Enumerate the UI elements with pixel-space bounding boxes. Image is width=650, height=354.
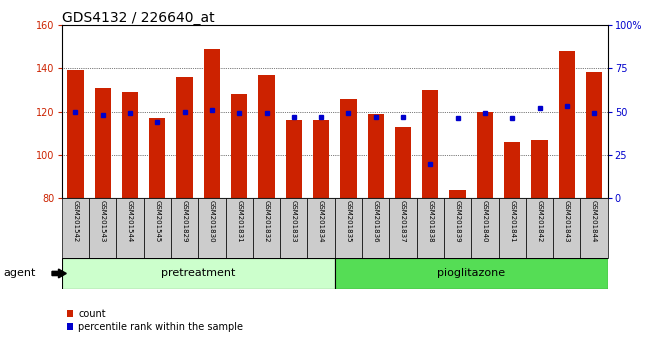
Bar bbox=[116, 198, 144, 258]
Bar bbox=[122, 92, 138, 198]
Bar bbox=[422, 90, 439, 198]
Bar bbox=[504, 142, 521, 198]
Legend: count, percentile rank within the sample: count, percentile rank within the sample bbox=[66, 309, 243, 332]
Bar bbox=[176, 77, 193, 198]
Text: agent: agent bbox=[3, 268, 36, 279]
Bar bbox=[417, 198, 444, 258]
Text: GSM201829: GSM201829 bbox=[181, 200, 188, 242]
Bar bbox=[586, 73, 603, 198]
Bar bbox=[499, 198, 526, 258]
Bar bbox=[531, 140, 548, 198]
Bar bbox=[253, 198, 280, 258]
Text: GSM201841: GSM201841 bbox=[509, 200, 515, 242]
Text: GSM201830: GSM201830 bbox=[209, 200, 215, 243]
Bar bbox=[553, 198, 580, 258]
Bar bbox=[444, 198, 471, 258]
Text: GSM201836: GSM201836 bbox=[372, 200, 379, 243]
Bar bbox=[226, 198, 253, 258]
Bar bbox=[362, 198, 389, 258]
Text: GSM201544: GSM201544 bbox=[127, 200, 133, 242]
Text: pretreatment: pretreatment bbox=[161, 268, 235, 279]
Text: GSM201837: GSM201837 bbox=[400, 200, 406, 243]
Text: pioglitazone: pioglitazone bbox=[437, 268, 505, 279]
Text: GSM201843: GSM201843 bbox=[564, 200, 570, 242]
Text: GSM201838: GSM201838 bbox=[427, 200, 434, 243]
Text: GSM201831: GSM201831 bbox=[236, 200, 242, 243]
Text: GSM201840: GSM201840 bbox=[482, 200, 488, 242]
Bar bbox=[526, 198, 553, 258]
Text: GSM201545: GSM201545 bbox=[154, 200, 161, 242]
Bar bbox=[449, 190, 466, 198]
Bar bbox=[62, 198, 89, 258]
Bar bbox=[280, 198, 307, 258]
Text: GSM201834: GSM201834 bbox=[318, 200, 324, 242]
Bar bbox=[476, 112, 493, 198]
Bar bbox=[335, 198, 362, 258]
Bar bbox=[471, 198, 499, 258]
Bar bbox=[313, 120, 330, 198]
Text: GSM201844: GSM201844 bbox=[591, 200, 597, 242]
Bar bbox=[340, 98, 357, 198]
Bar bbox=[395, 127, 411, 198]
Text: GSM201542: GSM201542 bbox=[72, 200, 79, 242]
Bar bbox=[580, 198, 608, 258]
Bar bbox=[67, 70, 84, 198]
Bar bbox=[307, 198, 335, 258]
Text: GSM201832: GSM201832 bbox=[263, 200, 270, 242]
Bar bbox=[89, 198, 116, 258]
Bar bbox=[558, 51, 575, 198]
Bar bbox=[203, 48, 220, 198]
Text: GSM201833: GSM201833 bbox=[291, 200, 297, 243]
Bar bbox=[62, 258, 335, 289]
Bar bbox=[94, 88, 111, 198]
Text: GSM201842: GSM201842 bbox=[536, 200, 543, 242]
Bar bbox=[335, 258, 608, 289]
Bar bbox=[389, 198, 417, 258]
Bar bbox=[149, 118, 166, 198]
Text: GSM201835: GSM201835 bbox=[345, 200, 352, 242]
Text: GSM201543: GSM201543 bbox=[99, 200, 106, 242]
Text: GSM201839: GSM201839 bbox=[454, 200, 461, 243]
Bar bbox=[285, 120, 302, 198]
Bar bbox=[258, 75, 275, 198]
Bar bbox=[198, 198, 226, 258]
Bar bbox=[231, 94, 248, 198]
Text: GDS4132 / 226640_at: GDS4132 / 226640_at bbox=[62, 11, 214, 25]
Bar bbox=[144, 198, 171, 258]
Bar bbox=[367, 114, 384, 198]
Bar bbox=[171, 198, 198, 258]
